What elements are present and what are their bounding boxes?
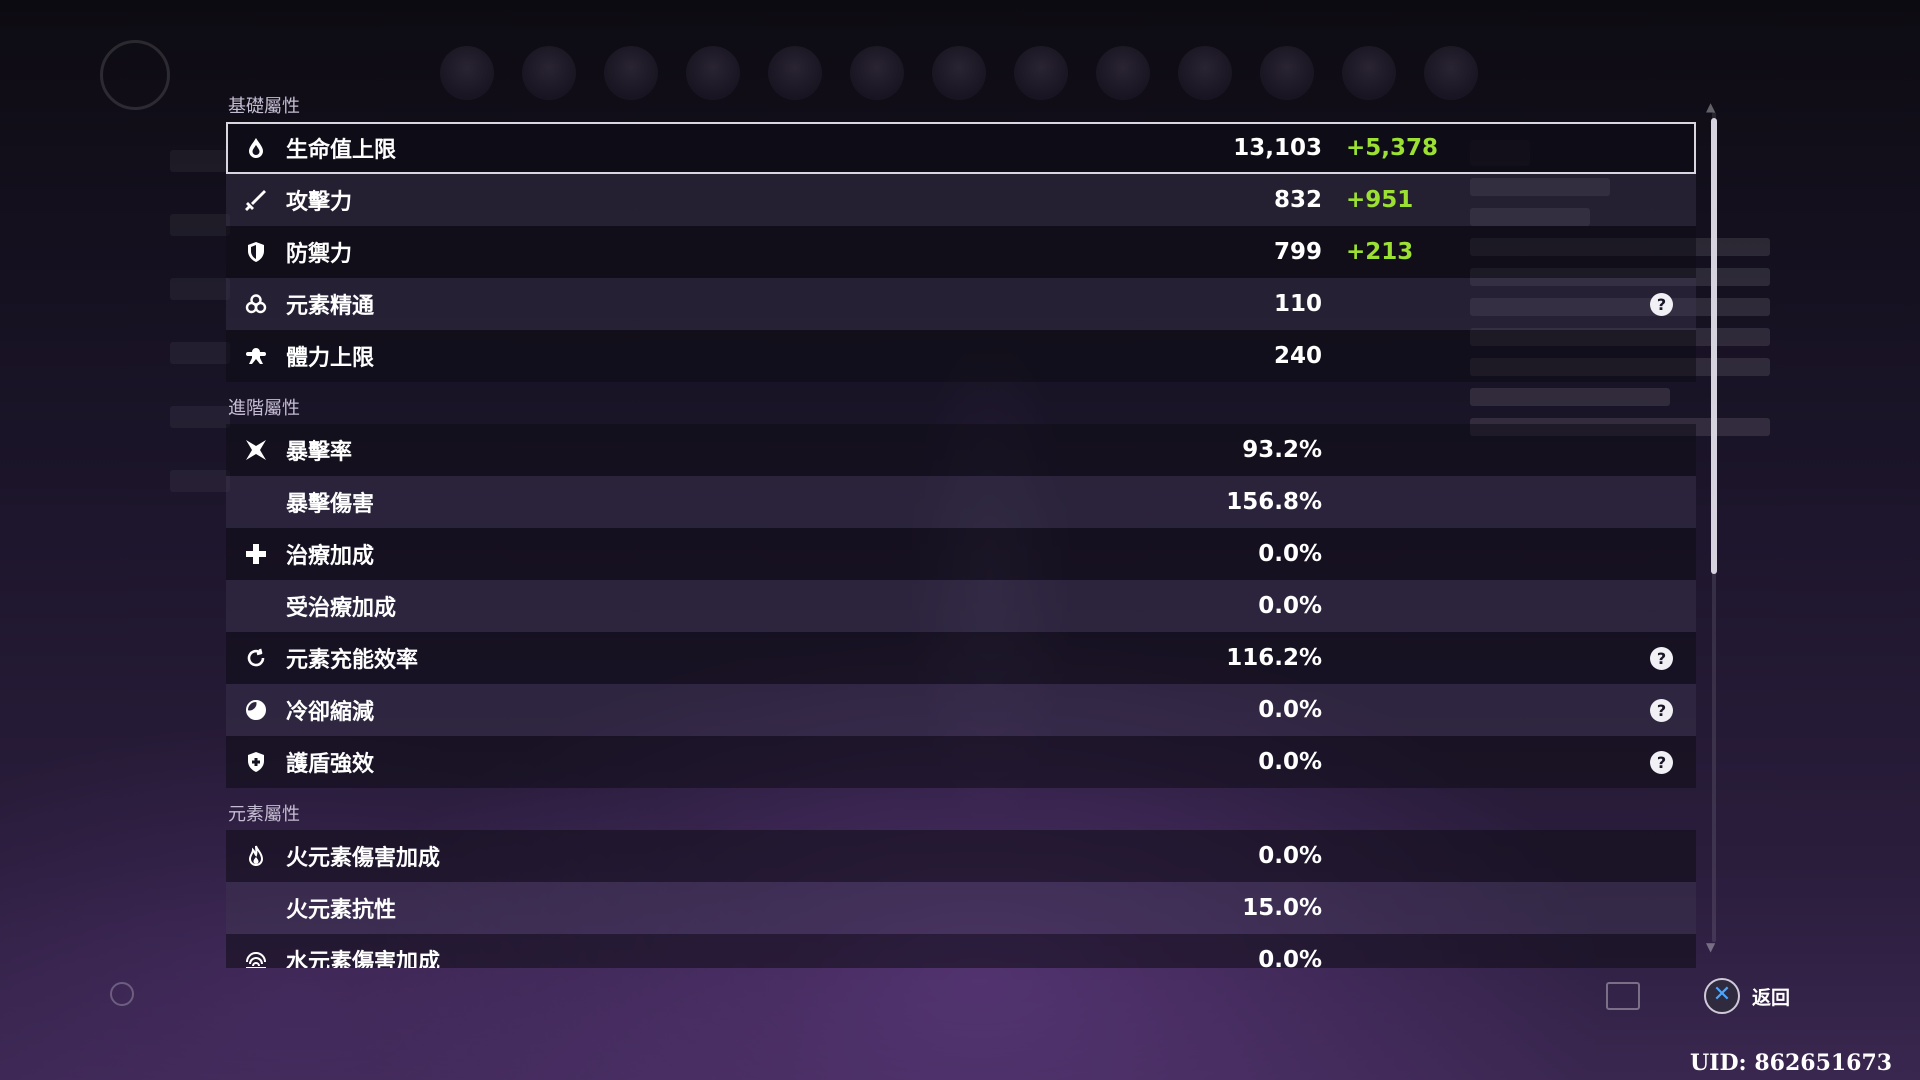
- stat-row[interactable]: 冷卻縮減 0.0%?: [226, 684, 1696, 736]
- stat-bonus: +5,378: [1346, 135, 1439, 161]
- stat-row[interactable]: 防禦力 799 +213: [226, 226, 1696, 278]
- section-gap: [226, 788, 1696, 798]
- button-prompt-icon: [110, 982, 134, 1006]
- stat-value: 832: [1273, 187, 1322, 213]
- stat-label: 元素精通: [286, 294, 375, 319]
- stat-row[interactable]: 暴擊傷害 156.8%: [226, 476, 1696, 528]
- outfit-icon: [1606, 982, 1640, 1010]
- hydro-icon: [226, 934, 286, 968]
- help-icon[interactable]: ?: [1650, 647, 1673, 670]
- stat-value: 156.8%: [1226, 489, 1322, 515]
- stat-value: 799: [1273, 239, 1322, 265]
- stat-label: 火元素抗性: [286, 898, 397, 923]
- scroll-up-arrow-icon: ▲: [1706, 100, 1716, 114]
- stat-row[interactable]: 生命值上限 13,103 +5,378: [226, 122, 1696, 174]
- sword-icon: [226, 174, 286, 226]
- icon-placeholder: [226, 476, 286, 528]
- background-side-menu: [170, 150, 230, 492]
- uid-label: UID: 862651673: [1690, 1050, 1893, 1076]
- stat-label: 生命值上限: [286, 138, 397, 163]
- stat-value: 15.0%: [1242, 895, 1322, 921]
- stat-row[interactable]: 水元素傷害加成 0.0%: [226, 934, 1696, 968]
- section-title: 基礎屬性: [228, 96, 300, 117]
- stat-value: 0.0%: [1258, 749, 1322, 775]
- character-select-hint: [110, 982, 134, 1006]
- background-logo: [100, 40, 170, 110]
- stat-row[interactable]: 元素精通 110?: [226, 278, 1696, 330]
- stat-value: 0.0%: [1258, 843, 1322, 869]
- help-icon[interactable]: ?: [1650, 699, 1673, 722]
- stat-label: 暴擊率: [286, 440, 353, 465]
- stat-row[interactable]: 元素充能效率 116.2%?: [226, 632, 1696, 684]
- cross-button-icon: ✕: [1704, 978, 1740, 1014]
- stat-value: 13,103: [1233, 135, 1322, 161]
- stat-bonus: +951: [1346, 187, 1414, 213]
- stat-label: 治療加成: [286, 544, 375, 569]
- shield-icon: [226, 226, 286, 278]
- section-title: 元素屬性: [228, 804, 300, 825]
- help-icon[interactable]: ?: [1650, 293, 1673, 316]
- stat-row[interactable]: 體力上限 240: [226, 330, 1696, 382]
- stat-label: 暴擊傷害: [286, 492, 375, 517]
- stat-row[interactable]: 治療加成 0.0%: [226, 528, 1696, 580]
- scrollbar-thumb[interactable]: [1711, 118, 1717, 574]
- stat-label: 防禦力: [286, 242, 353, 267]
- stat-value: 0.0%: [1258, 541, 1322, 567]
- section-gap: [226, 382, 1696, 392]
- stat-value: 0.0%: [1258, 947, 1322, 968]
- background-character-strip: [440, 38, 1500, 108]
- stat-label: 火元素傷害加成: [286, 846, 441, 871]
- pyro-icon: [226, 830, 286, 882]
- stat-row[interactable]: 攻擊力 832 +951: [226, 174, 1696, 226]
- icon-placeholder: [226, 580, 286, 632]
- energy-recharge-icon: [226, 632, 286, 684]
- stat-label: 護盾強效: [286, 752, 375, 777]
- stat-value: 110: [1273, 291, 1322, 317]
- stat-label: 體力上限: [286, 346, 375, 371]
- stat-value: 240: [1273, 343, 1322, 369]
- stamina-icon: [226, 330, 286, 382]
- help-icon[interactable]: ?: [1650, 751, 1673, 774]
- crit-rate-icon: [226, 424, 286, 476]
- outfit-hint: [1606, 982, 1640, 1010]
- stat-row[interactable]: 火元素抗性 15.0%: [226, 882, 1696, 934]
- healing-cross-icon: [226, 528, 286, 580]
- stat-value: 0.0%: [1258, 697, 1322, 723]
- stat-label: 冷卻縮減: [286, 700, 375, 725]
- stat-row[interactable]: 受治療加成 0.0%: [226, 580, 1696, 632]
- hp-droplet-icon: [226, 122, 286, 174]
- shield-strength-icon: [226, 736, 286, 788]
- scroll-down-arrow-icon: ▼: [1706, 940, 1716, 954]
- stat-value: 93.2%: [1242, 437, 1322, 463]
- stat-row[interactable]: 火元素傷害加成 0.0%: [226, 830, 1696, 882]
- stat-bonus: +213: [1346, 239, 1414, 265]
- stat-row[interactable]: 暴擊率 93.2%: [226, 424, 1696, 476]
- stat-value: 116.2%: [1226, 645, 1322, 671]
- stat-label: 水元素傷害加成: [286, 950, 441, 968]
- stat-label: 攻擊力: [286, 190, 353, 215]
- cooldown-icon: [226, 684, 286, 736]
- back-button[interactable]: ✕ 返回: [1704, 978, 1790, 1014]
- stat-row[interactable]: 護盾強效 0.0%?: [226, 736, 1696, 788]
- stat-label: 受治療加成: [286, 596, 397, 621]
- icon-placeholder: [226, 882, 286, 934]
- back-label: 返回: [1752, 986, 1791, 1009]
- elemental-mastery-icon: [226, 278, 286, 330]
- section-title: 進階屬性: [228, 398, 300, 419]
- attributes-panel[interactable]: 基礎屬性生命值上限 13,103 +5,378 攻擊力 832 +951 防禦力 799 +21…: [226, 90, 1696, 968]
- stat-value: 0.0%: [1258, 593, 1322, 619]
- stat-label: 元素充能效率: [286, 648, 419, 673]
